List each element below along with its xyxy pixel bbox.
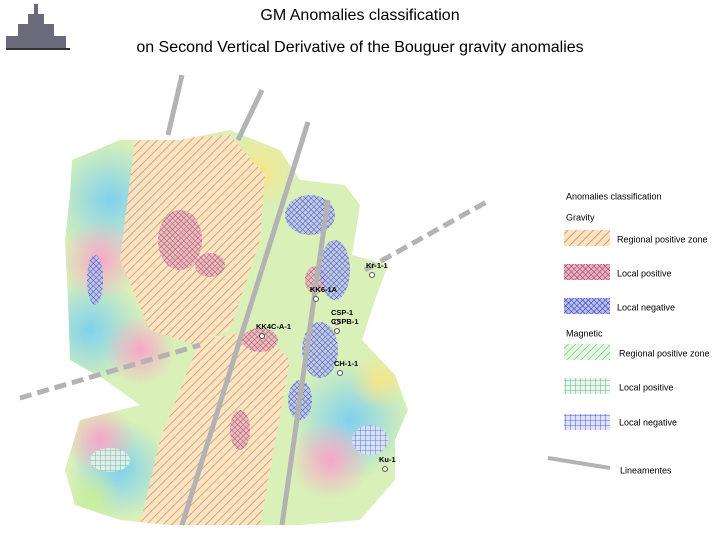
- logo: [6, 4, 70, 50]
- legend-item: Local positive: [617, 268, 672, 278]
- lineament-swatch: [547, 456, 611, 470]
- swatch: [564, 414, 610, 430]
- well-label: Ku-1: [379, 455, 396, 464]
- legend-item: Local negative: [617, 302, 675, 312]
- swatch: [564, 378, 610, 394]
- legend-group-title: Gravity: [566, 212, 595, 222]
- lineaments: [19, 74, 492, 526]
- well-label: CSPB-1: [331, 317, 359, 326]
- swatch: [564, 264, 610, 280]
- well-marker: [313, 296, 319, 302]
- legend-item: Local positive: [619, 382, 674, 392]
- legend-item: Regional positive zone: [619, 348, 710, 358]
- legend-title: Anomalies classification: [566, 191, 662, 201]
- swatch: [564, 344, 610, 360]
- title: GM Anomalies classification: [260, 7, 459, 24]
- legend-item: Regional positive zone: [617, 234, 708, 244]
- subtitle: on Second Vertical Derivative of the Bou…: [136, 39, 583, 56]
- well-marker: [369, 272, 375, 278]
- legend-group-title: Magnetic: [566, 328, 603, 338]
- well-marker: [334, 328, 340, 334]
- well-marker: [337, 370, 343, 376]
- well-label: Kr-1-1: [366, 261, 388, 270]
- well-label: CSP-1: [331, 308, 353, 317]
- legend-item: Local negative: [619, 417, 677, 427]
- well-marker: [259, 333, 265, 339]
- legend-item: Lineamentes: [620, 465, 672, 475]
- well-label: KK4C-A-1: [256, 322, 291, 331]
- well-label: CH-1-1: [334, 359, 358, 368]
- anomaly-map: [65, 130, 408, 525]
- swatch: [564, 230, 610, 246]
- swatch: [564, 298, 610, 314]
- well-marker: [334, 319, 340, 325]
- legend: Anomalies classification Gravity Regiona…: [547, 191, 710, 475]
- well-marker: [382, 466, 388, 472]
- well-label: KK6-1A: [310, 285, 338, 294]
